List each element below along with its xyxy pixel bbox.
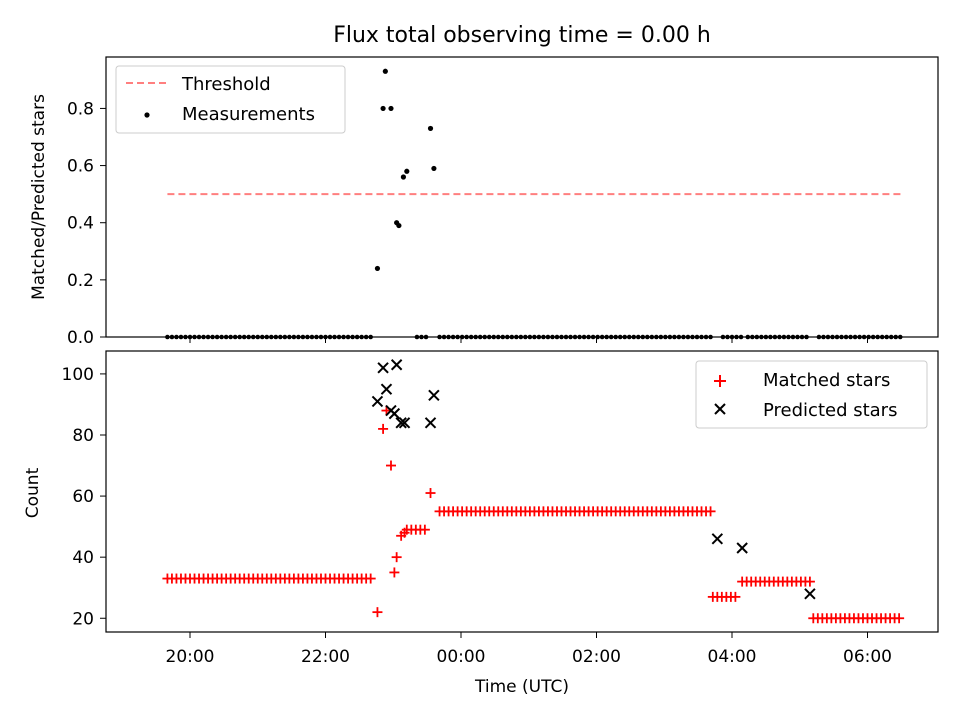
measurement-point	[404, 168, 410, 174]
matched-point	[425, 488, 436, 499]
ratio-y-tick-label: 0.6	[67, 157, 94, 177]
predicted-point	[390, 359, 403, 371]
ratio-plot-frame	[105, 56, 939, 338]
predicted-legend-label: Predicted stars	[763, 400, 897, 421]
count-x-tick-label: 20:00	[166, 647, 215, 667]
ratio-legend-box	[115, 65, 346, 134]
matched-point	[365, 573, 376, 584]
matched-point	[419, 524, 430, 535]
ratio-y-tick-label: 0.0	[67, 328, 94, 348]
predicted-point	[736, 542, 748, 554]
predicted-point	[428, 389, 440, 401]
count-y-tick-label: 100	[62, 365, 94, 385]
ratio-legend: Threshold Measurements	[115, 65, 346, 134]
count-y-tick-label: 80	[72, 426, 94, 446]
count-y-ticks: 20 40 60 80 100	[62, 365, 106, 629]
count-x-tick-label: 06:00	[843, 647, 892, 667]
matched-point	[391, 552, 402, 563]
count-x-tick-label: 22:00	[301, 647, 350, 667]
measurement-point	[400, 174, 407, 180]
measurement-point	[380, 105, 386, 112]
measurement-point	[427, 125, 434, 132]
count-y-axis-label: Count	[23, 467, 43, 518]
predicted-point	[804, 588, 816, 600]
predicted-point	[377, 362, 389, 374]
ratio-x-ticks	[189, 337, 868, 343]
matched-point	[372, 607, 383, 618]
matched-point	[399, 527, 410, 538]
measurements-legend-label: Measurements	[182, 104, 315, 125]
ratio-y-axis-label: Matched/Predicted stars	[29, 94, 49, 300]
matched-point	[730, 591, 741, 602]
count-x-ticks: 20:00 22:00 00:00 02:00 04:00 06:00	[166, 632, 892, 667]
matched-point	[389, 567, 400, 578]
measurement-point	[382, 68, 388, 74]
matched-point	[385, 460, 396, 471]
measurements-legend-swatch	[144, 112, 150, 118]
count-data-layer	[162, 359, 905, 624]
measurement-point	[388, 105, 394, 112]
predicted-point	[395, 417, 407, 429]
count-x-tick-label: 04:00	[708, 647, 757, 667]
threshold-legend-label: Threshold	[181, 74, 271, 95]
predicted-point	[371, 395, 384, 408]
matched-legend-swatch	[714, 375, 726, 387]
count-legend-box	[695, 360, 928, 429]
count-y-tick-label: 40	[72, 548, 94, 568]
predicted-point	[424, 417, 437, 429]
ratio-y-tick-label: 0.2	[67, 271, 94, 291]
predicted-point	[380, 383, 393, 395]
predicted-point	[388, 407, 401, 420]
matched-point	[378, 423, 389, 434]
measurement-point	[374, 265, 381, 272]
predicted-point	[398, 417, 411, 429]
measurement-point	[396, 222, 402, 229]
matched-point	[894, 613, 905, 624]
count-plot-frame	[105, 350, 939, 633]
ratio-axes: 0.00.20.40.60.8 Matched/Predicted stars …	[29, 56, 939, 348]
count-x-tick-label: 02:00	[572, 647, 621, 667]
matched-legend-label: Matched stars	[763, 370, 890, 391]
x-axis-label: Time (UTC)	[474, 677, 569, 697]
ratio-y-tick-label: 0.4	[67, 214, 94, 234]
count-x-tick-label: 00:00	[437, 647, 486, 667]
ratio-y-tick-label: 0.8	[67, 99, 94, 119]
matched-point	[705, 506, 716, 517]
predicted-legend-swatch	[714, 403, 726, 415]
matched-point	[804, 576, 815, 587]
chart-title: Flux total observing time = 0.00 h	[333, 23, 711, 48]
measurement-point	[431, 165, 437, 172]
count-y-tick-label: 60	[72, 487, 94, 507]
ratio-y-ticks: 0.0 0.2 0.4 0.6 0.8	[67, 99, 106, 348]
count-y-tick-label: 20	[72, 609, 94, 629]
predicted-point	[711, 533, 724, 545]
count-legend: Matched stars Predicted stars	[695, 360, 928, 429]
count-axes: 20 40 60 80 100 20:00 22:00 00:00 02:00 04:00 06:…	[23, 350, 939, 697]
